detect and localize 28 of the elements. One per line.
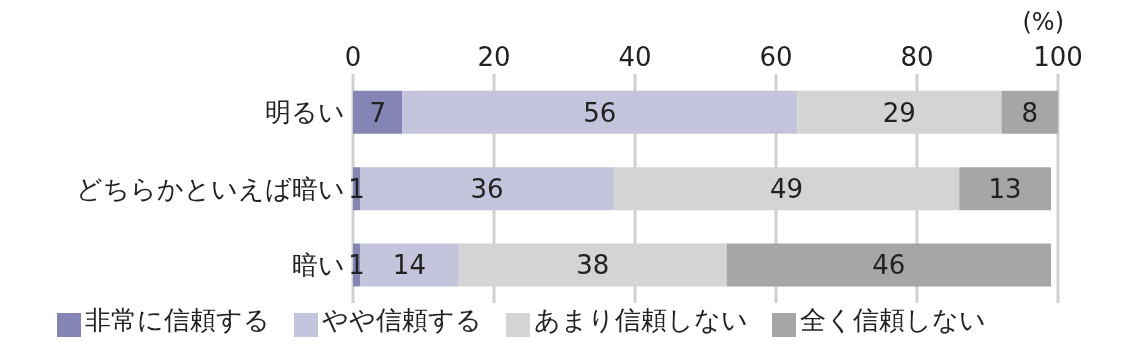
legend-label: やや信頼する xyxy=(321,305,482,335)
data-label: 36 xyxy=(470,173,504,204)
legend-label: 非常に信頼する xyxy=(84,305,270,335)
x-tick-label: 40 xyxy=(618,42,652,72)
y-tick-label: どちらかといえば暗い xyxy=(76,173,345,204)
data-label: 8 xyxy=(1021,97,1039,128)
data-label: 56 xyxy=(583,97,617,128)
x-axis-title: (%) xyxy=(1022,8,1064,36)
bar xyxy=(726,243,1051,287)
legend-label: あまり信頼しない xyxy=(533,305,748,335)
data-label: 13 xyxy=(988,173,1022,204)
data-label: 38 xyxy=(576,250,610,281)
x-tick-label: 100 xyxy=(1033,42,1083,72)
x-tick-label: 60 xyxy=(759,42,793,72)
bar xyxy=(1001,90,1058,134)
data-label: 46 xyxy=(872,250,906,281)
data-label: 29 xyxy=(882,97,916,128)
bar xyxy=(959,167,1051,211)
legend-label: 全く信頼しない xyxy=(799,305,986,335)
data-label: 7 xyxy=(369,97,386,128)
bar xyxy=(353,90,403,134)
x-tick-label: 20 xyxy=(477,42,511,72)
data-label: 14 xyxy=(392,250,426,281)
y-tick-label: 明るい xyxy=(265,97,345,128)
x-tick-label: 0 xyxy=(344,42,362,72)
y-tick-label: 暗い xyxy=(292,250,345,281)
x-tick-label: 80 xyxy=(900,42,934,72)
data-label: 49 xyxy=(770,173,804,204)
